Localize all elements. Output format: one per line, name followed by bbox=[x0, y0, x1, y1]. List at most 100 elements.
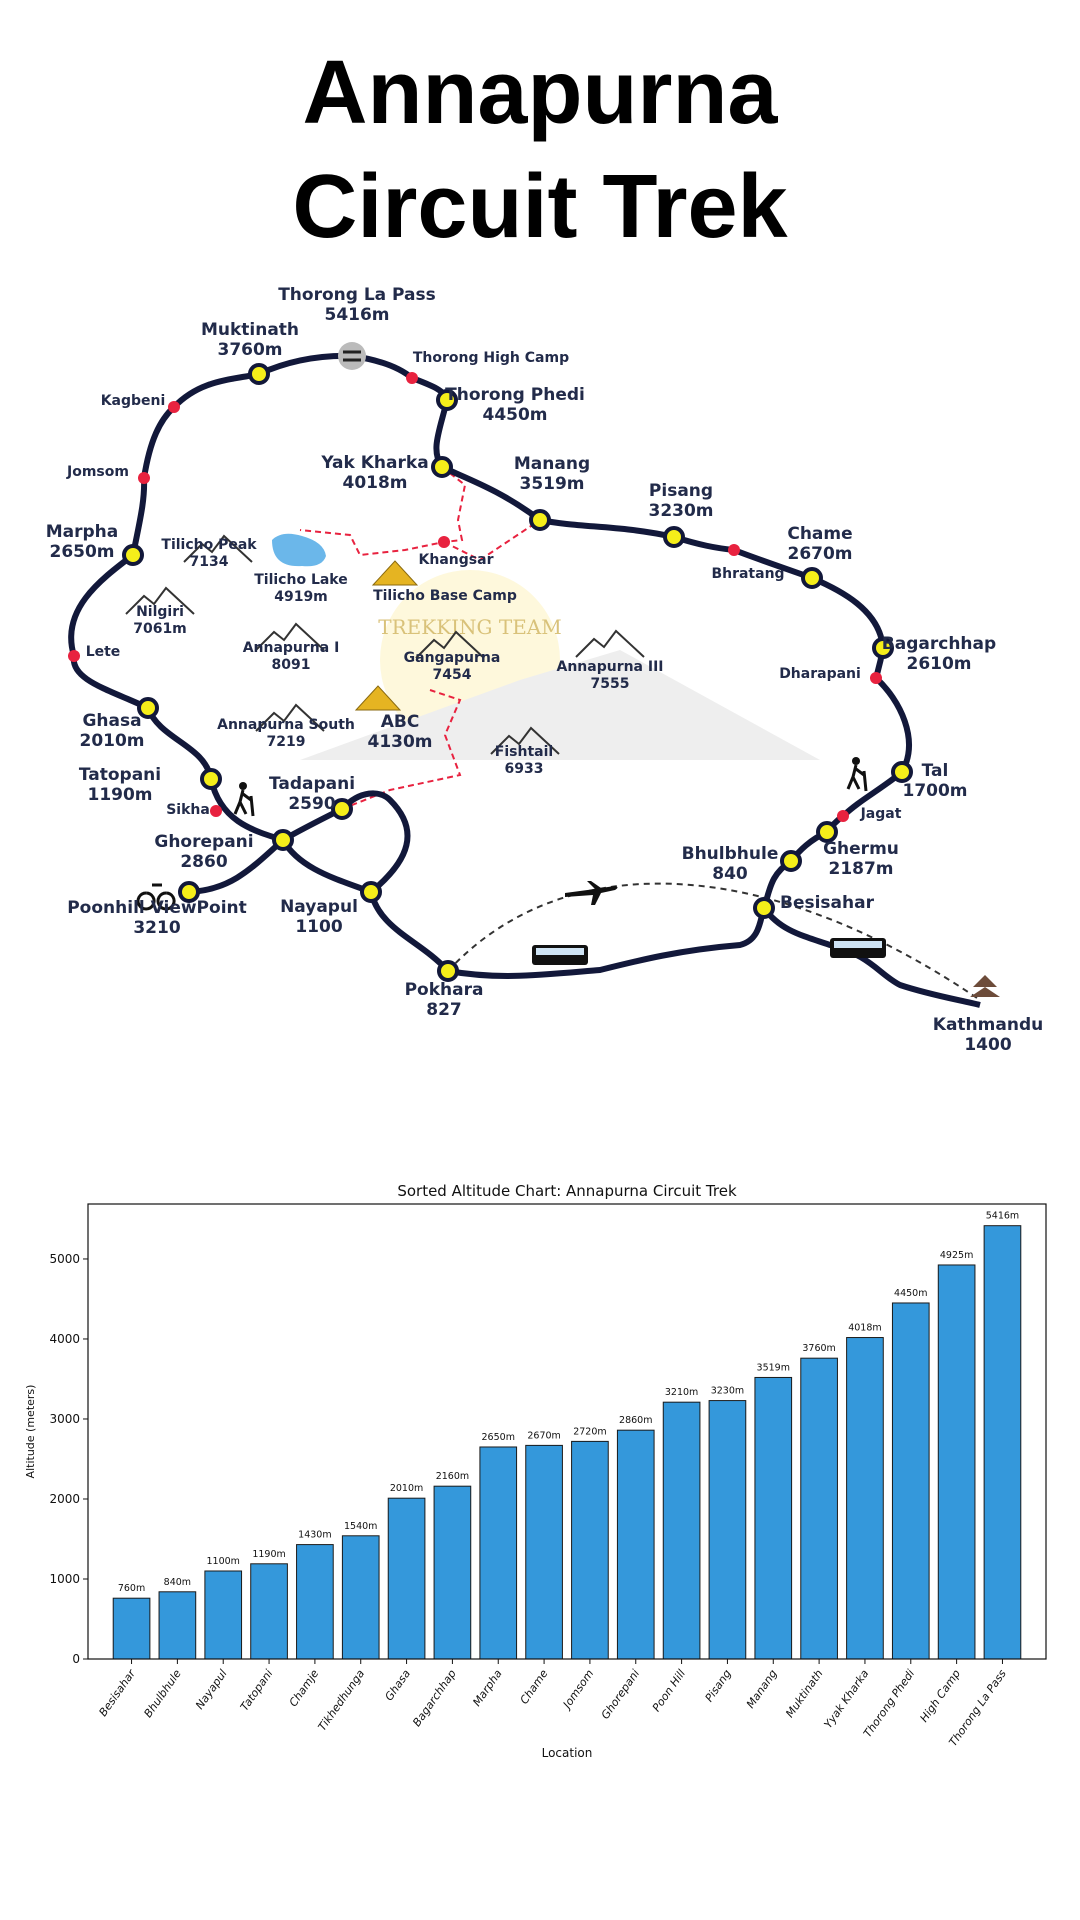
trek-stop-node bbox=[200, 768, 222, 790]
bar-muktinath bbox=[800, 1357, 838, 1660]
place-altitude: 4130m bbox=[367, 732, 432, 752]
bar-yyak-kharka bbox=[846, 1337, 884, 1660]
map-label-ghasa: Ghasa 2010m bbox=[79, 711, 144, 751]
bus-window bbox=[834, 941, 882, 948]
place-name: Tal bbox=[922, 761, 949, 781]
place-name: Nayapul bbox=[280, 897, 358, 917]
x-tick-label: Chame bbox=[518, 1667, 551, 1706]
place-name: Ghasa bbox=[82, 711, 141, 731]
trek-stop-node bbox=[431, 456, 453, 478]
map-label-tilicho-peak: Tilicho Peak 7134 bbox=[161, 537, 257, 570]
data-label: 1190m bbox=[252, 1549, 285, 1560]
place-name: Thorong Phedi bbox=[445, 385, 585, 405]
village-dot bbox=[168, 401, 180, 413]
place-name: Muktinath bbox=[201, 320, 299, 340]
tent-icon bbox=[371, 560, 419, 586]
trek-stop-node bbox=[272, 829, 294, 851]
watermark-text: TREKKING TEAM bbox=[378, 615, 561, 639]
bus-window bbox=[536, 948, 584, 955]
bar-thorong-phedi bbox=[891, 1302, 930, 1660]
place-altitude: 3519m bbox=[519, 474, 584, 494]
mountain-icon bbox=[255, 622, 325, 651]
place-altitude: 1190m bbox=[87, 785, 152, 805]
map-label-poonhill-viewpoint: Poonhill ViewPoint 3210 bbox=[67, 898, 247, 938]
map-label-gangapurna: Gangapurna 7454 bbox=[404, 650, 501, 683]
x-tick-label: Ghasa bbox=[382, 1667, 413, 1703]
map-label-lete: Lete bbox=[86, 644, 121, 660]
data-label: 4018m bbox=[848, 1323, 881, 1334]
bar-bagarchhap bbox=[433, 1485, 472, 1660]
bar-ghorepani bbox=[616, 1429, 655, 1660]
place-name: Tilicho Lake bbox=[254, 572, 348, 588]
lake-icon bbox=[272, 533, 326, 567]
map-label-tadapani: Tadapani 2590 bbox=[269, 774, 355, 814]
place-name: Bagarchhap bbox=[882, 634, 996, 654]
x-tick-label: Poon Hill bbox=[650, 1667, 688, 1714]
map-label-bhulbhule: Bhulbhule 840 bbox=[682, 844, 779, 884]
data-label: 3230m bbox=[711, 1386, 744, 1397]
place-name: Thorong La Pass bbox=[278, 285, 436, 305]
place-name: Annapurna South bbox=[217, 717, 355, 733]
bar-besisahar bbox=[112, 1597, 151, 1660]
altitude-bar-chart: Sorted Altitude Chart: Annapurna Circuit… bbox=[24, 1182, 1047, 1760]
x-tick-label: Tatopani bbox=[238, 1667, 276, 1713]
place-altitude: 1100 bbox=[295, 917, 342, 937]
place-name: Tadapani bbox=[269, 774, 355, 794]
place-altitude: 827 bbox=[426, 1000, 462, 1020]
place-altitude: 7219 bbox=[267, 734, 306, 750]
map-label-manang: Manang 3519m bbox=[514, 454, 590, 494]
place-name: Marpha bbox=[46, 522, 119, 542]
bar-chamje bbox=[296, 1544, 334, 1660]
map-label-ghorepani: Ghorepani 2860 bbox=[154, 832, 253, 872]
place-altitude: 4018m bbox=[342, 473, 407, 493]
bar-poon-hill bbox=[662, 1401, 701, 1660]
map-label-annapurna-south: Annapurna South 7219 bbox=[217, 717, 355, 750]
place-name: Nilgiri bbox=[136, 604, 184, 620]
bar-chame bbox=[525, 1444, 563, 1660]
place-name: Khangsar bbox=[419, 552, 494, 568]
data-label: 3760m bbox=[802, 1343, 835, 1354]
place-name: Besisahar bbox=[780, 893, 875, 913]
title-line-1: Annapurna bbox=[302, 43, 778, 143]
map-label-sikha: Sikha bbox=[166, 802, 210, 818]
mountain-pass-icon bbox=[338, 342, 366, 370]
map-label-marpha: Marpha 2650m bbox=[46, 522, 119, 562]
village-dot bbox=[68, 650, 80, 662]
village-dot bbox=[728, 544, 740, 556]
map-label-tilicho-lake: Tilicho Lake 4919m bbox=[254, 572, 348, 605]
place-altitude: 2650m bbox=[49, 542, 114, 562]
mountain-icon bbox=[415, 630, 485, 659]
trek-stop-node bbox=[178, 881, 200, 903]
place-name: Bhulbhule bbox=[682, 844, 779, 864]
bar-manang bbox=[754, 1376, 793, 1660]
mountain-icon bbox=[490, 726, 560, 755]
trek-stop-node bbox=[891, 761, 913, 783]
place-name: Sikha bbox=[166, 802, 210, 818]
bar-nayapul bbox=[204, 1570, 243, 1660]
village-dot bbox=[406, 372, 418, 384]
flight-path bbox=[447, 882, 981, 1001]
place-altitude: 2010m bbox=[79, 731, 144, 751]
map-label-thorong-high-camp: Thorong High Camp bbox=[413, 350, 569, 366]
x-tick-label: Jomsom bbox=[559, 1667, 596, 1712]
map-label-tatopani: Tatopani 1190m bbox=[79, 765, 161, 805]
x-axis-label: Location bbox=[542, 1746, 593, 1760]
place-altitude: 2860 bbox=[180, 852, 227, 872]
map-label-kathmandu: Kathmandu 1400 bbox=[933, 1015, 1043, 1055]
place-name: Bhratang bbox=[711, 566, 784, 582]
x-tick-label: Tikhedhunga bbox=[316, 1667, 368, 1733]
y-tick-label: 0 bbox=[72, 1652, 80, 1666]
x-tick-label: Bagarchhap bbox=[410, 1667, 459, 1729]
place-altitude: 3210 bbox=[133, 918, 180, 938]
y-tick-label: 4000 bbox=[49, 1332, 80, 1346]
trek-stop-node bbox=[801, 567, 823, 589]
bar-tatopani bbox=[250, 1563, 288, 1660]
place-name: ABC bbox=[381, 712, 420, 732]
pagoda-icon bbox=[970, 975, 1000, 1015]
place-altitude: 840 bbox=[712, 864, 748, 884]
hiker-icon bbox=[233, 789, 255, 817]
road-to-kathmandu bbox=[761, 906, 981, 1008]
map-label-pisang: Pisang 3230m bbox=[648, 481, 713, 521]
x-tick-label: Besisahar bbox=[96, 1666, 138, 1719]
village-dot bbox=[138, 472, 150, 484]
